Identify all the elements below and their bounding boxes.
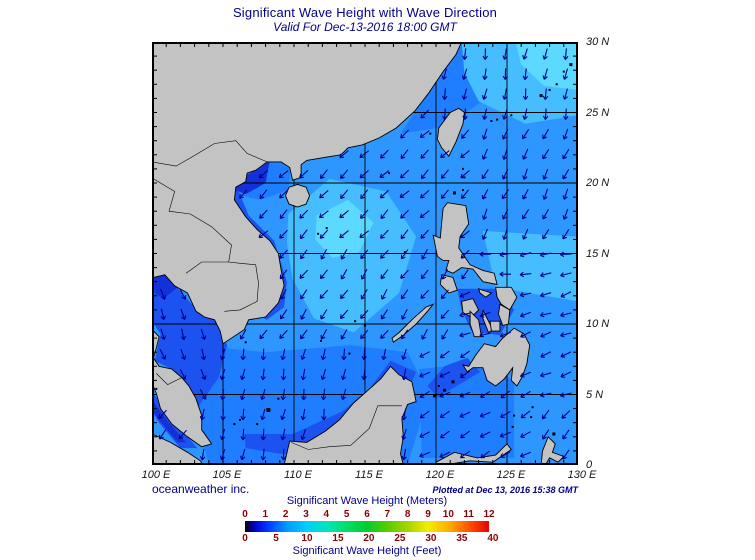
colorbar-feet-ticks: 0 5 10 15 20 25 30 35 40 bbox=[242, 532, 498, 545]
meter-tick-label: 10 bbox=[442, 509, 454, 520]
feet-tick-label: 15 bbox=[332, 533, 344, 544]
feet-tick-label: 10 bbox=[301, 533, 313, 544]
chart-title: Significant Wave Height with Wave Direct… bbox=[232, 5, 498, 20]
feet-tick-label: 25 bbox=[394, 533, 406, 544]
meter-tick-label: 0 bbox=[242, 509, 248, 520]
chart-subtitle: Valid For Dec-13-2016 18:00 GMT bbox=[273, 20, 457, 34]
feet-tick-label: 35 bbox=[456, 533, 468, 544]
lon-label: 100 E bbox=[141, 469, 171, 481]
feet-tick-label: 40 bbox=[487, 533, 499, 544]
meter-tick-label: 12 bbox=[483, 509, 495, 520]
meter-tick-label: 4 bbox=[323, 509, 330, 520]
meter-tick-label: 8 bbox=[404, 509, 411, 520]
feet-tick-label: 5 bbox=[273, 533, 279, 544]
meter-tick-label: 3 bbox=[303, 509, 309, 520]
lon-label: 120 E bbox=[425, 469, 455, 481]
lat-label: 30 N bbox=[586, 36, 610, 48]
plotted-note: Plotted at Dec 13, 2016 15:38 GMT bbox=[432, 485, 578, 495]
colorbar-meter-ticks: 0 1 2 3 4 5 6 7 8 9 10 11 12 bbox=[242, 508, 494, 521]
lat-label: 20 N bbox=[586, 177, 610, 189]
feet-tick-label: 20 bbox=[363, 533, 375, 544]
meter-tick-label: 2 bbox=[282, 509, 289, 520]
lat-label: 25 N bbox=[586, 106, 610, 119]
lat-label: 15 N bbox=[586, 247, 610, 260]
lat-label: 5 N bbox=[586, 388, 604, 401]
lon-label: 130 E bbox=[567, 469, 597, 481]
colorbar-title-feet: Significant Wave Height (Feet) bbox=[292, 545, 442, 557]
meter-tick-label: 11 bbox=[463, 509, 474, 520]
lon-label: 115 E bbox=[355, 469, 383, 481]
feet-tick-label: 0 bbox=[242, 533, 248, 544]
credit-text: oceanweather inc. bbox=[152, 482, 250, 496]
feet-tick-label: 30 bbox=[425, 533, 437, 544]
lat-label: 10 N bbox=[586, 318, 610, 330]
meter-tick-label: 5 bbox=[343, 509, 350, 520]
lon-label: 125 E bbox=[496, 469, 526, 481]
lat-label: 0 bbox=[586, 459, 593, 471]
lon-label: 105 E bbox=[212, 469, 242, 481]
meter-tick-label: 7 bbox=[384, 509, 391, 520]
meter-tick-label: 9 bbox=[425, 509, 431, 520]
map-svg bbox=[152, 42, 578, 465]
meter-tick-label: 6 bbox=[364, 509, 370, 520]
lon-label: 110 E bbox=[284, 469, 312, 481]
colorbar-gradient bbox=[245, 521, 489, 532]
colorbar-title-meters: Significant Wave Height (Meters) bbox=[286, 495, 448, 507]
map-plot-area bbox=[152, 42, 578, 465]
meter-tick-label: 1 bbox=[262, 509, 269, 520]
